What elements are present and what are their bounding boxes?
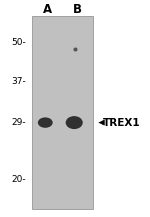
Text: 50-: 50- bbox=[11, 38, 26, 47]
Ellipse shape bbox=[66, 116, 83, 129]
Text: A: A bbox=[43, 3, 52, 16]
Text: 37-: 37- bbox=[11, 77, 26, 86]
Bar bbox=[32, 16, 93, 209]
Text: B: B bbox=[73, 3, 82, 16]
Text: 20-: 20- bbox=[11, 174, 26, 184]
Ellipse shape bbox=[38, 117, 53, 128]
Text: 29-: 29- bbox=[11, 118, 26, 127]
Text: TREX1: TREX1 bbox=[102, 118, 140, 128]
